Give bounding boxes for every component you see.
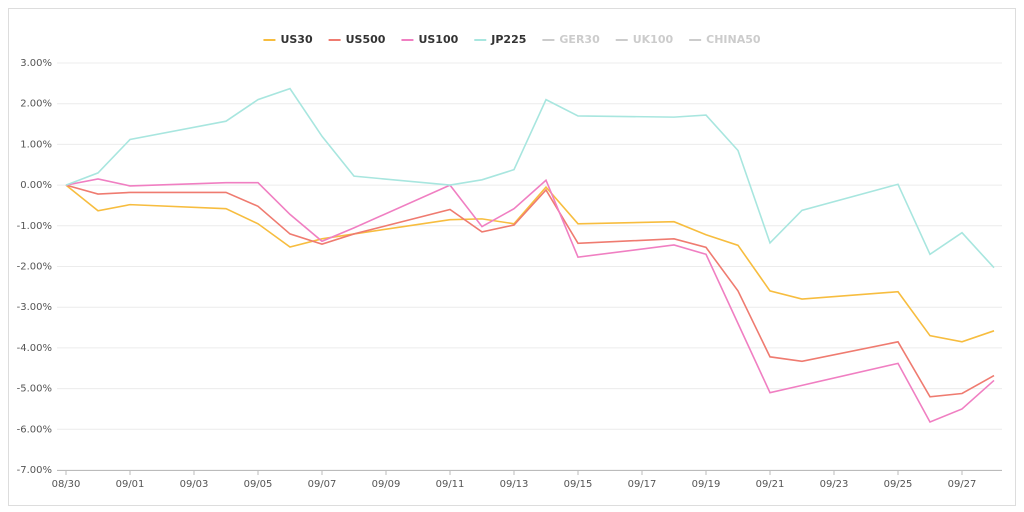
x-tick-label: 09/11 bbox=[436, 479, 465, 490]
x-tick-label: 08/30 bbox=[52, 479, 81, 490]
y-tick-label: -1.00% bbox=[17, 221, 52, 232]
series-line bbox=[65, 184, 995, 343]
x-tick-label: 09/25 bbox=[884, 479, 913, 490]
y-tick-label: -5.00% bbox=[17, 384, 52, 395]
x-tick-label: 09/07 bbox=[308, 479, 337, 490]
legend-label[interactable]: US100 bbox=[418, 33, 458, 46]
x-tick-label: 09/19 bbox=[692, 479, 721, 490]
legend-label[interactable]: GER30 bbox=[559, 33, 600, 46]
legend-label[interactable]: CHINA50 bbox=[706, 33, 761, 46]
y-tick-label: 0.00% bbox=[20, 180, 52, 191]
legend-label[interactable]: UK100 bbox=[633, 33, 674, 46]
legend-label[interactable]: US30 bbox=[280, 33, 313, 46]
x-tick-label: 09/21 bbox=[756, 479, 785, 490]
x-tick-label: 09/17 bbox=[628, 479, 657, 490]
chart-border bbox=[8, 8, 1016, 506]
x-tick-label: 09/13 bbox=[500, 479, 529, 490]
series-line bbox=[65, 178, 995, 423]
series-line bbox=[65, 87, 995, 269]
y-tick-label: 2.00% bbox=[20, 99, 52, 110]
x-tick-label: 09/27 bbox=[948, 479, 977, 490]
y-tick-label: 3.00% bbox=[20, 58, 52, 69]
legend-label[interactable]: US500 bbox=[346, 33, 386, 46]
x-tick-label: 09/15 bbox=[564, 479, 593, 490]
x-tick-label: 09/05 bbox=[244, 479, 273, 490]
y-tick-label: 1.00% bbox=[20, 139, 52, 150]
y-tick-label: -4.00% bbox=[17, 343, 52, 354]
legend-label[interactable]: JP225 bbox=[490, 33, 526, 46]
legend: US30 US500 US100 JP225 GER30 UK100 CHINA50 bbox=[263, 33, 761, 46]
series-line bbox=[65, 184, 995, 398]
y-tick-label: -3.00% bbox=[17, 302, 52, 313]
y-tick-label: -7.00% bbox=[17, 465, 52, 476]
x-tick-label: 09/23 bbox=[820, 479, 849, 490]
y-tick-label: -2.00% bbox=[17, 262, 52, 273]
y-tick-label: -6.00% bbox=[17, 424, 52, 435]
x-tick-label: 09/01 bbox=[116, 479, 145, 490]
x-tick-label: 09/09 bbox=[372, 479, 401, 490]
x-tick-label: 09/03 bbox=[180, 479, 209, 490]
